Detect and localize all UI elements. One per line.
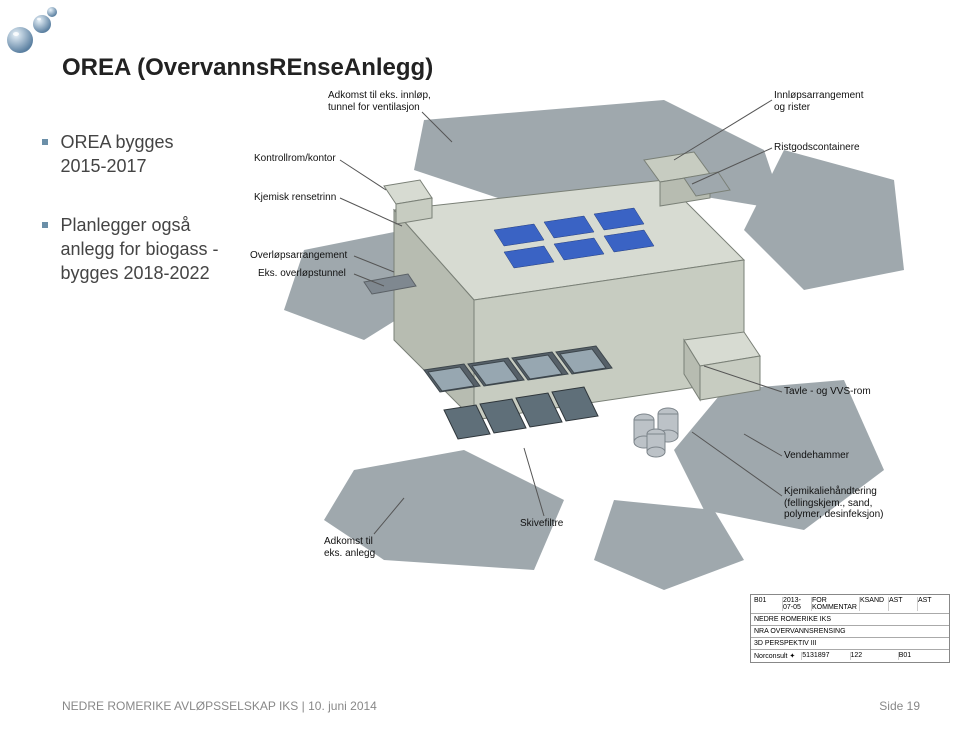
titleblock-row: 3D PERSPEKTIV III bbox=[751, 638, 949, 650]
bullet-list: OREA bygges 2015-2017 Planlegger også an… bbox=[42, 130, 232, 319]
bullet-dot-icon bbox=[42, 222, 48, 228]
diagram-label-overlopstunnel: Eks. overløpstunnel bbox=[258, 268, 346, 280]
diagram-label-adkomst_anlegg: Adkomst til eks. anlegg bbox=[324, 536, 375, 559]
tb-cell: AST bbox=[889, 597, 918, 611]
diagram-label-adkomst_innlop: Adkomst til eks. innløp, tunnel for vent… bbox=[328, 90, 431, 113]
footer-date: 10. juni 2014 bbox=[308, 699, 377, 713]
plant-diagram: Adkomst til eks. innløp, tunnel for vent… bbox=[244, 90, 924, 650]
tb-cell: B01 bbox=[754, 597, 783, 611]
titleblock-row: NRA OVERVANNSRENSING bbox=[751, 626, 949, 638]
bullet-item: OREA bygges 2015-2017 bbox=[42, 130, 232, 179]
diagram-label-tavle: Tavle - og VVS-rom bbox=[784, 386, 871, 398]
slide-page: OREA (OvervannsREnseAnlegg) OREA bygges … bbox=[0, 0, 960, 731]
tb-cell: Norconsult ✦ bbox=[754, 652, 802, 660]
diagram-label-overlop: Overløpsarrangement bbox=[250, 250, 347, 262]
tb-cell: NEDRE ROMERIKE IKS bbox=[754, 616, 946, 623]
tb-cell: 3D PERSPEKTIV III bbox=[754, 640, 946, 647]
titleblock-row: NEDRE ROMERIKE IKS bbox=[751, 614, 949, 626]
leader-line bbox=[340, 198, 402, 226]
chemical-tanks bbox=[634, 408, 678, 457]
titleblock-row: Norconsult ✦ 5131897 122 B01 bbox=[751, 650, 949, 662]
slide-footer: NEDRE ROMERIKE AVLØPSSELSKAP IKS | 10. j… bbox=[62, 699, 920, 713]
tb-cell: AST bbox=[918, 597, 946, 611]
diagram-label-kontrollrom: Kontrollrom/kontor bbox=[254, 153, 336, 165]
logo-bubbles bbox=[4, 6, 64, 54]
diagram-label-kjemisk: Kjemisk rensetrinn bbox=[254, 192, 336, 204]
tb-cell: 2013-07-05 bbox=[783, 597, 812, 611]
diagram-label-skivefiltre: Skivefiltre bbox=[520, 518, 563, 530]
tb-cell: FOR KOMMENTAR bbox=[812, 597, 860, 611]
bullet-text: Planlegger også anlegg for biogass - byg… bbox=[60, 213, 220, 286]
footer-org: NEDRE ROMERIKE AVLØPSSELSKAP IKS | 10. j… bbox=[62, 699, 377, 713]
control-room bbox=[384, 180, 432, 224]
page-title: OREA (OvervannsREnseAnlegg) bbox=[62, 54, 433, 82]
tavle-vvs-room bbox=[684, 332, 760, 400]
diagram-label-ristgodscontainere: Ristgodscontainere bbox=[774, 142, 860, 154]
diagram-label-vendehammer: Vendehammer bbox=[784, 450, 849, 462]
tb-cell: 122 bbox=[851, 652, 899, 660]
diagram-label-kjemikalie: Kjemikaliehåndtering (fellingskjem., san… bbox=[784, 486, 884, 521]
tb-cell: KSAND bbox=[860, 597, 889, 611]
leader-line bbox=[340, 160, 386, 190]
drawing-titleblock: B01 2013-07-05 FOR KOMMENTAR KSAND AST A… bbox=[750, 594, 950, 663]
bullet-dot-icon bbox=[42, 139, 48, 145]
diagram-label-innlopsarrangement: Innløpsarrangement og rister bbox=[774, 90, 864, 113]
footer-org-text: NEDRE ROMERIKE AVLØPSSELSKAP IKS bbox=[62, 699, 298, 713]
bullet-item: Planlegger også anlegg for biogass - byg… bbox=[42, 213, 232, 286]
tb-cell: 5131897 bbox=[802, 652, 850, 660]
bullet-text: OREA bygges 2015-2017 bbox=[60, 130, 220, 179]
footer-sep: | bbox=[298, 699, 308, 713]
plant-isometric-svg bbox=[244, 90, 924, 650]
titleblock-row: B01 2013-07-05 FOR KOMMENTAR KSAND AST A… bbox=[751, 595, 949, 614]
tb-cell: B01 bbox=[899, 652, 946, 660]
tb-cell: NRA OVERVANNSRENSING bbox=[754, 628, 946, 635]
footer-page: Side 19 bbox=[879, 699, 920, 713]
